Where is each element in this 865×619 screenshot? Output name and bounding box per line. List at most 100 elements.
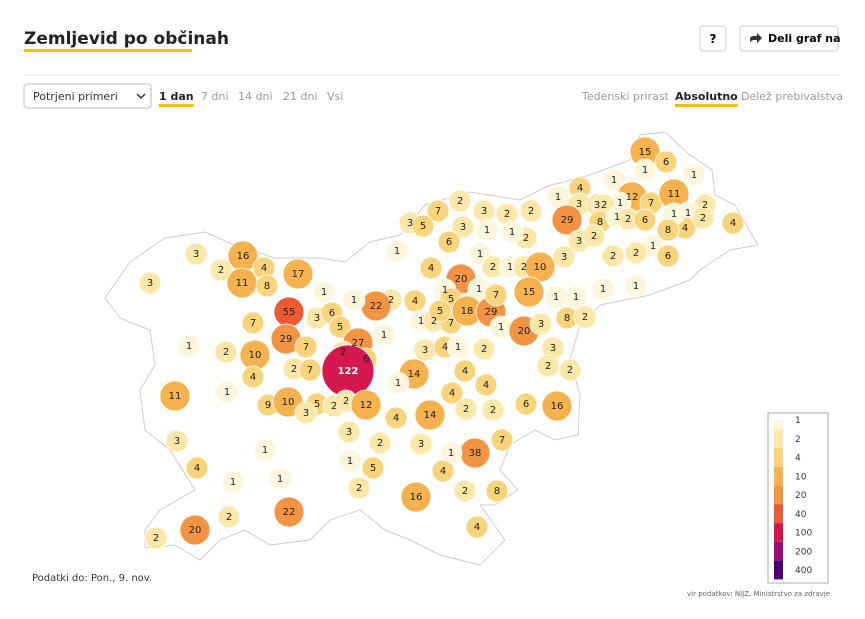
municipality[interactable]: [294, 401, 318, 425]
view-tab[interactable]: Tedenski prirast: [581, 90, 670, 103]
municipality[interactable]: [551, 204, 583, 236]
municipality[interactable]: [386, 371, 410, 395]
municipality[interactable]: [338, 449, 362, 473]
municipality[interactable]: [214, 340, 238, 364]
municipality-value: 17: [292, 269, 305, 280]
municipality[interactable]: [721, 211, 745, 235]
municipality[interactable]: [138, 271, 162, 295]
municipality[interactable]: [342, 288, 366, 312]
municipality[interactable]: [472, 337, 496, 361]
municipality[interactable]: [541, 390, 573, 422]
municipality[interactable]: [513, 276, 545, 308]
municipality[interactable]: [179, 514, 211, 546]
municipality[interactable]: [519, 199, 543, 223]
municipality[interactable]: [465, 515, 489, 539]
municipality[interactable]: [453, 479, 477, 503]
municipality[interactable]: [426, 199, 450, 223]
municipality[interactable]: [350, 389, 382, 421]
municipality[interactable]: [184, 242, 208, 266]
view-tab[interactable]: Delež prebivalstva: [741, 90, 843, 103]
municipality[interactable]: [474, 373, 498, 397]
municipality-value: 5: [420, 221, 426, 232]
municipality[interactable]: [633, 158, 657, 182]
share-button[interactable]: [739, 25, 839, 52]
view-tab[interactable]: Absolutno: [675, 90, 738, 103]
help-button[interactable]: [699, 25, 727, 52]
municipality[interactable]: [475, 218, 499, 242]
municipality[interactable]: [451, 215, 475, 239]
municipality[interactable]: [454, 397, 478, 421]
period-tab[interactable]: Vsi: [327, 90, 343, 103]
municipality[interactable]: [500, 220, 524, 244]
period-tab[interactable]: 14 dni: [238, 90, 273, 103]
municipality[interactable]: [656, 244, 680, 268]
municipality[interactable]: [431, 459, 455, 483]
municipality-value: 4: [449, 388, 455, 399]
municipality[interactable]: [453, 359, 477, 383]
municipality[interactable]: [159, 380, 191, 412]
municipality[interactable]: [185, 456, 209, 480]
municipality[interactable]: [428, 299, 452, 323]
municipality[interactable]: [273, 496, 305, 528]
municipality[interactable]: [217, 505, 241, 529]
municipality[interactable]: [312, 280, 336, 304]
municipality[interactable]: [419, 256, 443, 280]
municipality[interactable]: [165, 429, 189, 453]
municipality[interactable]: [582, 224, 606, 248]
municipality[interactable]: [484, 283, 508, 307]
municipality[interactable]: [481, 398, 505, 422]
municipality[interactable]: [624, 274, 648, 298]
municipality[interactable]: [691, 206, 715, 230]
municipality[interactable]: [409, 432, 433, 456]
municipality[interactable]: [529, 312, 553, 336]
municipality[interactable]: [490, 428, 514, 452]
municipality[interactable]: [656, 218, 680, 242]
municipality[interactable]: [215, 380, 239, 404]
municipality[interactable]: [448, 189, 472, 213]
municipality[interactable]: [558, 358, 582, 382]
municipality[interactable]: [253, 438, 277, 462]
municipality[interactable]: [411, 214, 435, 238]
municipality[interactable]: [337, 420, 361, 444]
municipality[interactable]: [624, 241, 648, 265]
municipality[interactable]: [209, 258, 233, 282]
municipality[interactable]: [347, 476, 371, 500]
municipality[interactable]: [654, 150, 678, 174]
municipality[interactable]: [414, 399, 446, 431]
municipality[interactable]: [241, 311, 265, 335]
municipality[interactable]: [591, 277, 615, 301]
municipality[interactable]: [298, 358, 322, 382]
municipality[interactable]: [682, 163, 706, 187]
municipality[interactable]: [602, 168, 626, 192]
municipality[interactable]: [368, 431, 392, 455]
municipality[interactable]: [255, 274, 279, 298]
municipality[interactable]: [601, 244, 625, 268]
municipality[interactable]: [400, 481, 432, 513]
municipality[interactable]: [536, 354, 560, 378]
municipality[interactable]: [440, 381, 464, 405]
municipality[interactable]: [294, 335, 318, 359]
municipality[interactable]: [361, 456, 385, 480]
municipality[interactable]: [221, 470, 245, 494]
municipality[interactable]: [144, 526, 168, 550]
municipality[interactable]: [564, 285, 588, 309]
municipality[interactable]: [514, 392, 538, 416]
measure-select[interactable]: [23, 83, 152, 109]
municipality[interactable]: [177, 334, 201, 358]
municipality[interactable]: [385, 239, 409, 263]
municipality[interactable]: [633, 208, 657, 232]
municipality[interactable]: [573, 305, 597, 329]
municipality[interactable]: [552, 245, 576, 269]
period-tab[interactable]: 1 dan: [159, 90, 194, 103]
municipality[interactable]: [446, 335, 470, 359]
municipality[interactable]: [485, 479, 509, 503]
municipality[interactable]: [384, 406, 408, 430]
period-tab[interactable]: 7 dni: [201, 90, 229, 103]
municipality[interactable]: [241, 365, 265, 389]
municipality[interactable]: [268, 467, 292, 491]
municipality[interactable]: [372, 323, 396, 347]
municipality[interactable]: [328, 315, 352, 339]
municipality[interactable]: [437, 230, 461, 254]
municipality[interactable]: [282, 258, 314, 290]
period-tab[interactable]: 21 dni: [283, 90, 318, 103]
